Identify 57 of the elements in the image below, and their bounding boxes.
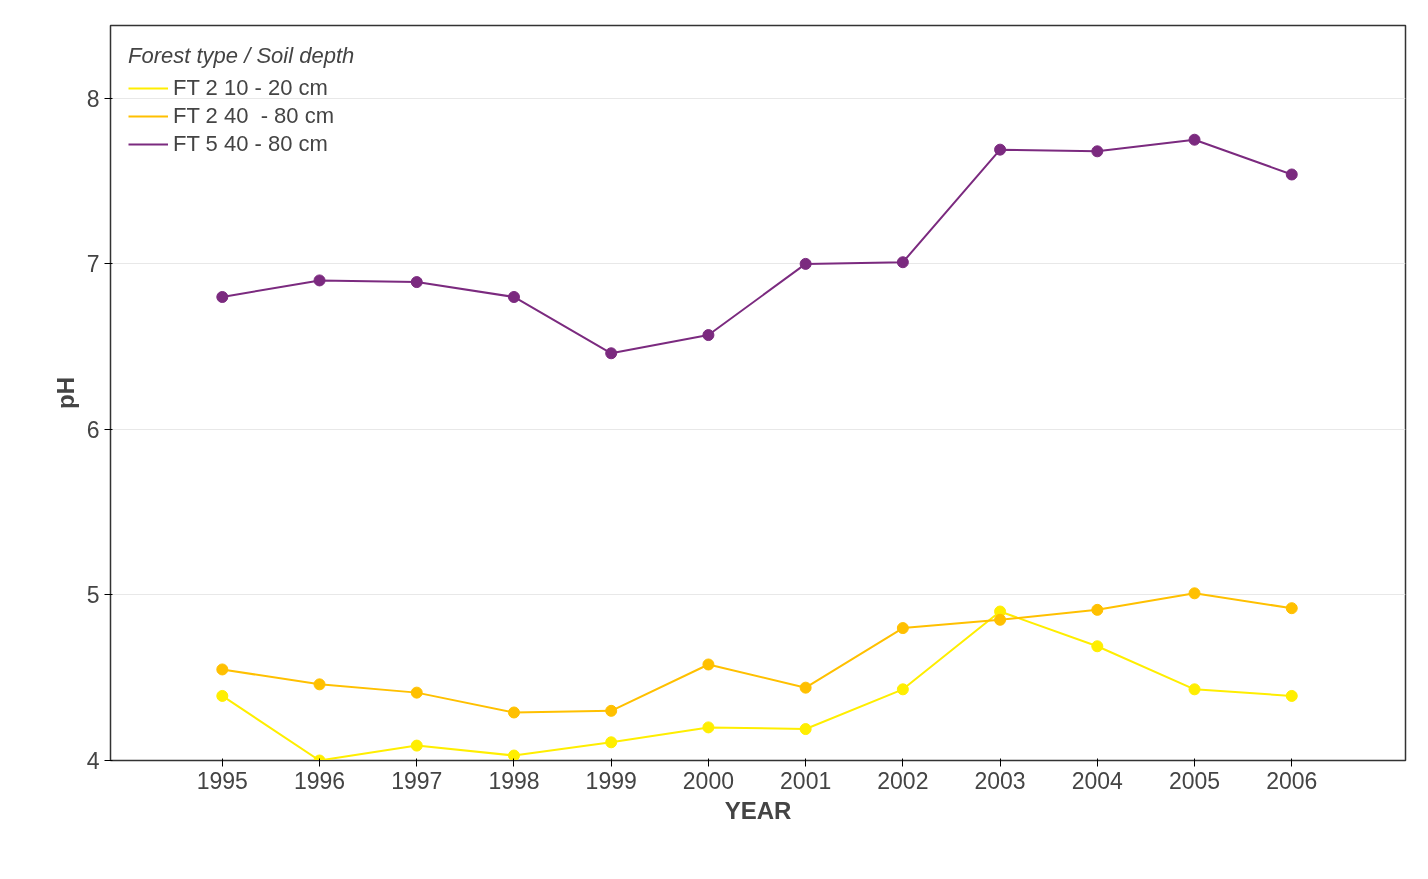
point bbox=[702, 658, 715, 671]
point bbox=[605, 347, 618, 360]
point bbox=[1188, 587, 1201, 600]
x-tick-label: 1997 bbox=[391, 767, 443, 794]
point bbox=[896, 256, 909, 269]
x-tick-label: 2002 bbox=[877, 767, 929, 794]
point bbox=[799, 723, 812, 736]
y-tick-label: 5 bbox=[86, 582, 100, 609]
x-tick-label: 2006 bbox=[1266, 767, 1318, 794]
y-tick-label: 6 bbox=[86, 416, 100, 443]
x-tick-label: 1995 bbox=[196, 767, 248, 794]
point bbox=[799, 681, 812, 694]
x-tick-label: 1998 bbox=[488, 767, 540, 794]
point bbox=[1188, 683, 1201, 696]
point bbox=[507, 706, 520, 719]
point bbox=[216, 663, 229, 676]
point bbox=[1285, 602, 1298, 615]
y-tick-label: 7 bbox=[86, 251, 100, 278]
legend-title: Forest type / Soil depth bbox=[128, 43, 355, 69]
x-tick-label: 1996 bbox=[293, 767, 346, 794]
point bbox=[1285, 689, 1298, 702]
point bbox=[216, 689, 229, 702]
y-tick-label: 8 bbox=[86, 85, 100, 112]
point bbox=[799, 257, 812, 270]
point bbox=[702, 329, 715, 342]
x-tick-label: 2005 bbox=[1168, 767, 1221, 794]
point bbox=[1188, 133, 1201, 146]
y-axis-title: pH bbox=[51, 377, 79, 409]
legend-label: FT 2 10 - 20 cm bbox=[173, 74, 328, 102]
point bbox=[1091, 603, 1104, 616]
point bbox=[1091, 640, 1104, 653]
point bbox=[313, 678, 326, 691]
x-tick-label: 2000 bbox=[682, 767, 735, 794]
x-tick-label: 2003 bbox=[974, 767, 1026, 794]
point bbox=[605, 736, 618, 749]
legend-label: FT 5 40 - 80 cm bbox=[173, 130, 328, 158]
point bbox=[410, 276, 423, 289]
point bbox=[507, 291, 520, 303]
x-axis-title: YEAR bbox=[724, 796, 792, 824]
point bbox=[1285, 168, 1298, 181]
point bbox=[605, 704, 618, 717]
point bbox=[896, 622, 909, 635]
x-tick-label: 2001 bbox=[780, 767, 832, 794]
point bbox=[410, 739, 423, 752]
point bbox=[994, 143, 1007, 156]
point bbox=[216, 291, 229, 303]
x-tick-label: 2004 bbox=[1071, 767, 1124, 794]
y-tick-label: 4 bbox=[86, 748, 100, 774]
point bbox=[1091, 145, 1104, 158]
point bbox=[313, 274, 326, 287]
point bbox=[410, 686, 423, 699]
point bbox=[507, 749, 520, 761]
x-tick-label: 1999 bbox=[585, 767, 637, 794]
point bbox=[994, 613, 1007, 626]
legend-label: FT 2 40 - 80 cm bbox=[173, 102, 334, 130]
point bbox=[702, 721, 715, 734]
point bbox=[896, 683, 909, 696]
